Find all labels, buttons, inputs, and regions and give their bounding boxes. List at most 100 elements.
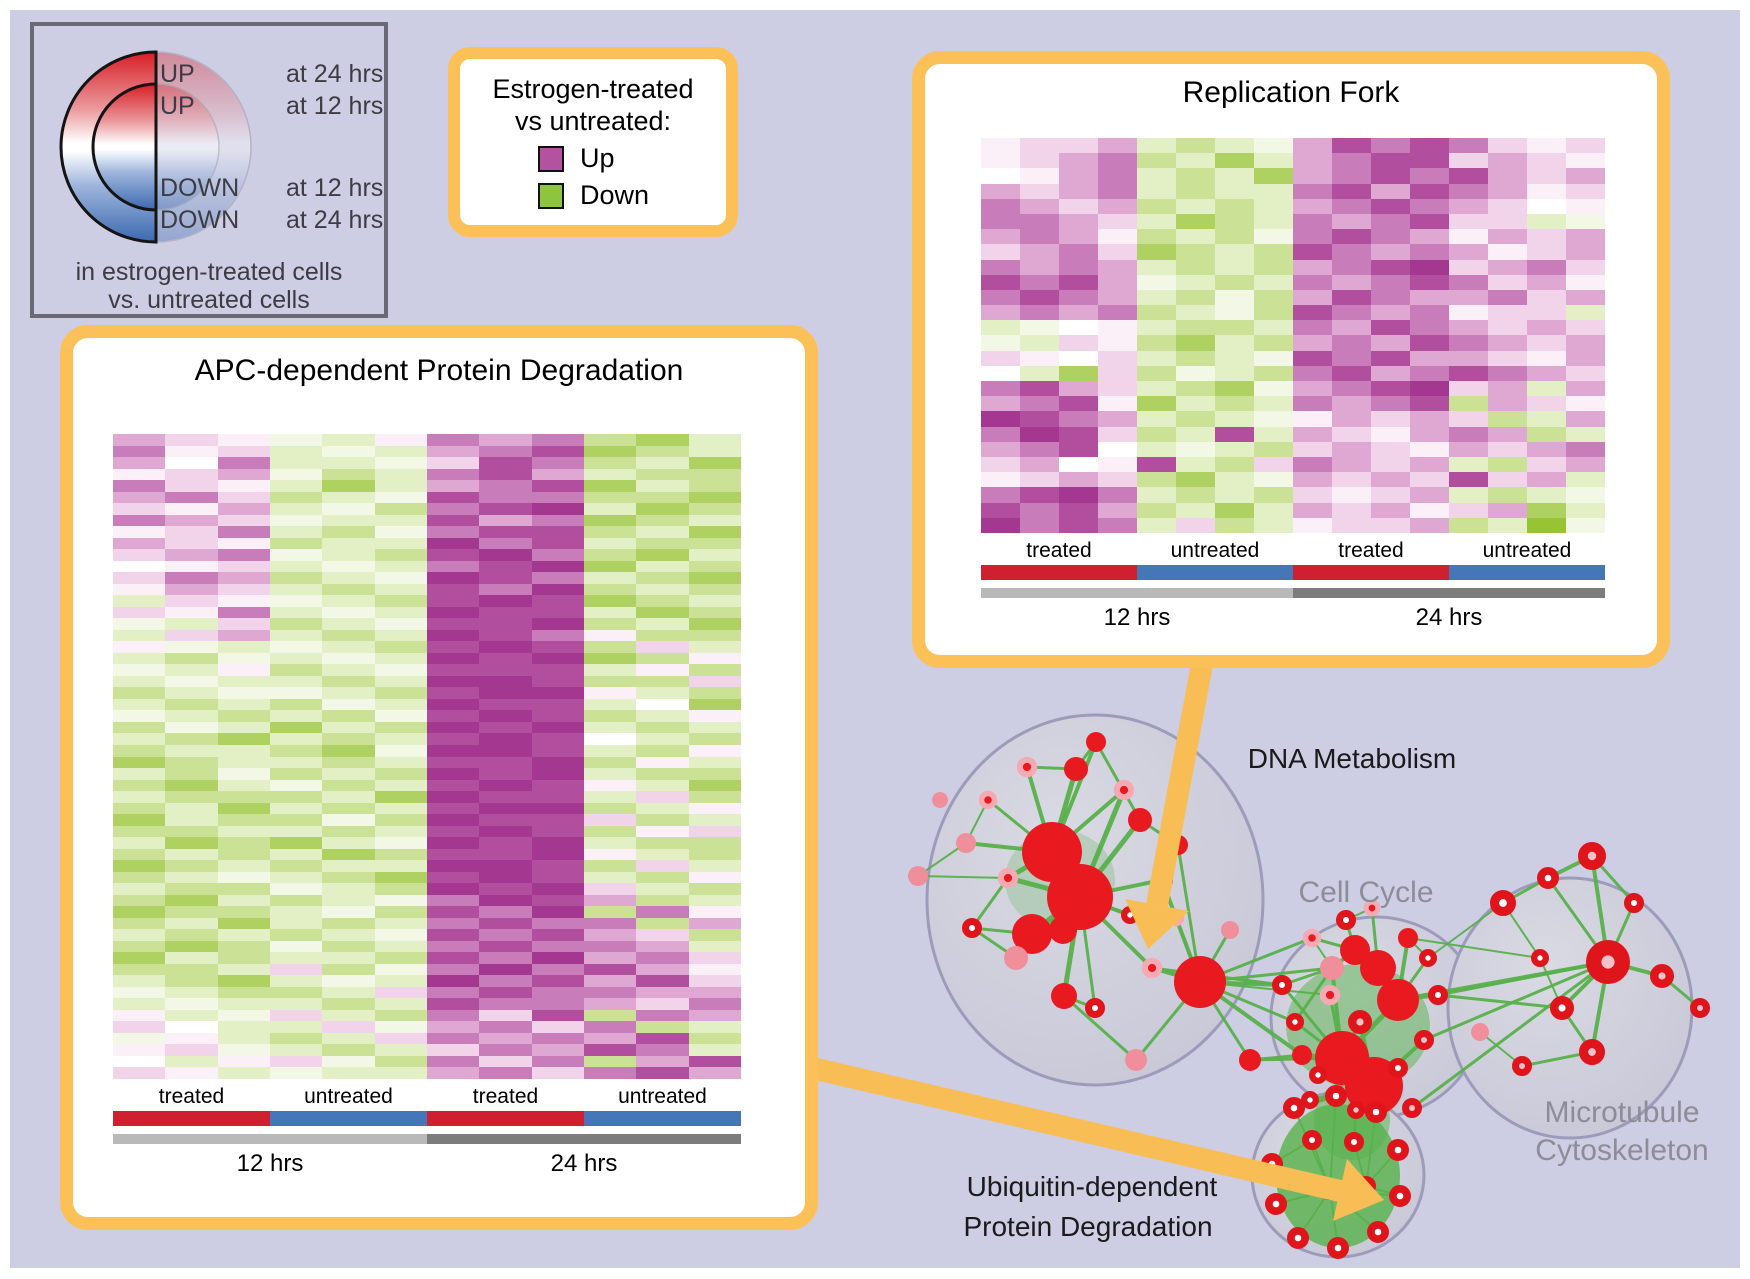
heatmap-cell xyxy=(113,975,166,987)
gene-node-s xyxy=(1128,808,1152,832)
heatmap-cell xyxy=(1449,153,1488,169)
heatmap-cell xyxy=(1371,198,1410,214)
heatmap-cell xyxy=(1488,517,1527,533)
treatment-group-bar xyxy=(427,1111,584,1126)
heatmap-cell xyxy=(1371,411,1410,427)
heatmap-cell xyxy=(1098,259,1137,275)
heatmap-cell xyxy=(1059,259,1098,275)
heatmap-cell xyxy=(322,733,375,745)
heatmap-cell xyxy=(426,721,480,734)
heatmap-cell xyxy=(322,526,375,538)
heatmap-cell xyxy=(1293,168,1332,184)
heatmap-cell xyxy=(165,526,218,538)
heatmap-cell xyxy=(374,721,427,734)
heatmap-cell xyxy=(165,675,218,688)
heatmap-cell xyxy=(1176,305,1215,321)
heatmap-cell xyxy=(1098,350,1137,366)
heatmap-cell xyxy=(1176,168,1215,184)
heatmap-cell xyxy=(1176,259,1215,275)
gene-node-s xyxy=(1340,935,1370,965)
heatmap-cell xyxy=(322,572,375,584)
heatmap-cell xyxy=(217,480,270,492)
heatmap-cell xyxy=(1410,472,1449,488)
gene-node-rw xyxy=(1386,1138,1409,1161)
heatmap-cell xyxy=(479,445,532,458)
heatmap-cell xyxy=(426,687,480,699)
heatmap-cell xyxy=(1137,198,1176,214)
gene-node-pr xyxy=(1016,756,1038,778)
heatmap-cell xyxy=(1098,517,1137,533)
heatmap-cell xyxy=(1527,198,1566,214)
heatmap-cell xyxy=(1254,350,1293,366)
heatmap-cell xyxy=(1488,259,1527,275)
heatmap-cell xyxy=(426,1055,480,1068)
heatmap-cell xyxy=(217,1044,270,1056)
heatmap-cell xyxy=(217,434,270,446)
heatmap-cell xyxy=(269,894,323,907)
heatmap-cell xyxy=(1527,244,1566,260)
gene-node-rp xyxy=(1414,1030,1434,1050)
heatmap-cell xyxy=(1254,259,1293,275)
heatmap-cell xyxy=(1488,335,1527,351)
heatmap-cell xyxy=(479,1067,532,1079)
heatmap-cell xyxy=(1410,381,1449,397)
heatmap-cell xyxy=(374,526,427,538)
legend-footer-line2: vs. untreated cells xyxy=(108,286,310,314)
heatmap-cell xyxy=(1449,381,1488,397)
heatmap-cell xyxy=(322,917,375,930)
heatmap-cell xyxy=(217,710,270,722)
heatmap-cell xyxy=(583,1067,637,1079)
up-label: Up xyxy=(580,143,615,173)
heatmap-cell xyxy=(217,779,270,792)
heatmap-cell xyxy=(1332,411,1371,427)
heatmap-cell xyxy=(426,641,480,653)
heatmap-cell xyxy=(426,940,480,953)
heatmap-cell xyxy=(688,837,741,849)
heatmap-cell xyxy=(583,503,637,515)
heatmap-cell xyxy=(165,560,218,573)
heatmap-cell xyxy=(426,986,480,999)
heatmap-cell xyxy=(322,791,375,803)
heatmap-cell xyxy=(374,963,427,976)
heatmap-cell xyxy=(374,514,427,527)
heatmap-cell xyxy=(688,814,741,826)
heatmap-cell xyxy=(1020,396,1059,412)
heatmap-cell xyxy=(426,618,480,630)
heatmap-cell xyxy=(1293,320,1332,336)
heatmap-cell xyxy=(583,871,637,884)
heatmap-cell xyxy=(426,491,480,504)
heatmap-cell xyxy=(1098,411,1137,427)
treatment-group-bar xyxy=(1137,565,1293,580)
heatmap-cell xyxy=(1020,213,1059,230)
heatmap-cell xyxy=(217,940,270,953)
heatmap-replication-fork xyxy=(981,138,1605,533)
heatmap-cell xyxy=(636,906,689,918)
heatmap-cell xyxy=(1527,183,1566,199)
heatmap-cell xyxy=(374,710,427,722)
heatmap-cell xyxy=(1215,441,1254,458)
heatmap-cell xyxy=(269,583,323,596)
heatmap-cell xyxy=(688,986,741,999)
heatmap-cell xyxy=(1215,381,1254,397)
heatmap-cell xyxy=(426,595,480,607)
heatmap-cell xyxy=(688,883,741,895)
heatmap-cell xyxy=(1332,457,1371,473)
heatmap-cell xyxy=(322,434,375,446)
heatmap-cell xyxy=(374,756,427,769)
gene-node-rw xyxy=(1388,1184,1411,1207)
up-down-gradient-circles xyxy=(59,50,252,244)
heatmap-cell xyxy=(981,320,1020,336)
heatmap-cell xyxy=(479,986,532,999)
heatmap-cell xyxy=(1098,198,1137,214)
heatmap-cell xyxy=(113,860,166,872)
heatmap-cell xyxy=(479,652,532,665)
heatmap-cell xyxy=(583,434,637,446)
heatmap-cell xyxy=(269,480,323,492)
heatmap-cell xyxy=(113,1067,166,1079)
heatmap-cell xyxy=(1566,441,1605,458)
heatmap-cell xyxy=(1059,381,1098,397)
heatmap-cell xyxy=(1020,320,1059,336)
heatmap-cell xyxy=(1332,350,1371,366)
heatmap-cell xyxy=(636,1032,689,1045)
heatmap-cell xyxy=(269,825,323,838)
